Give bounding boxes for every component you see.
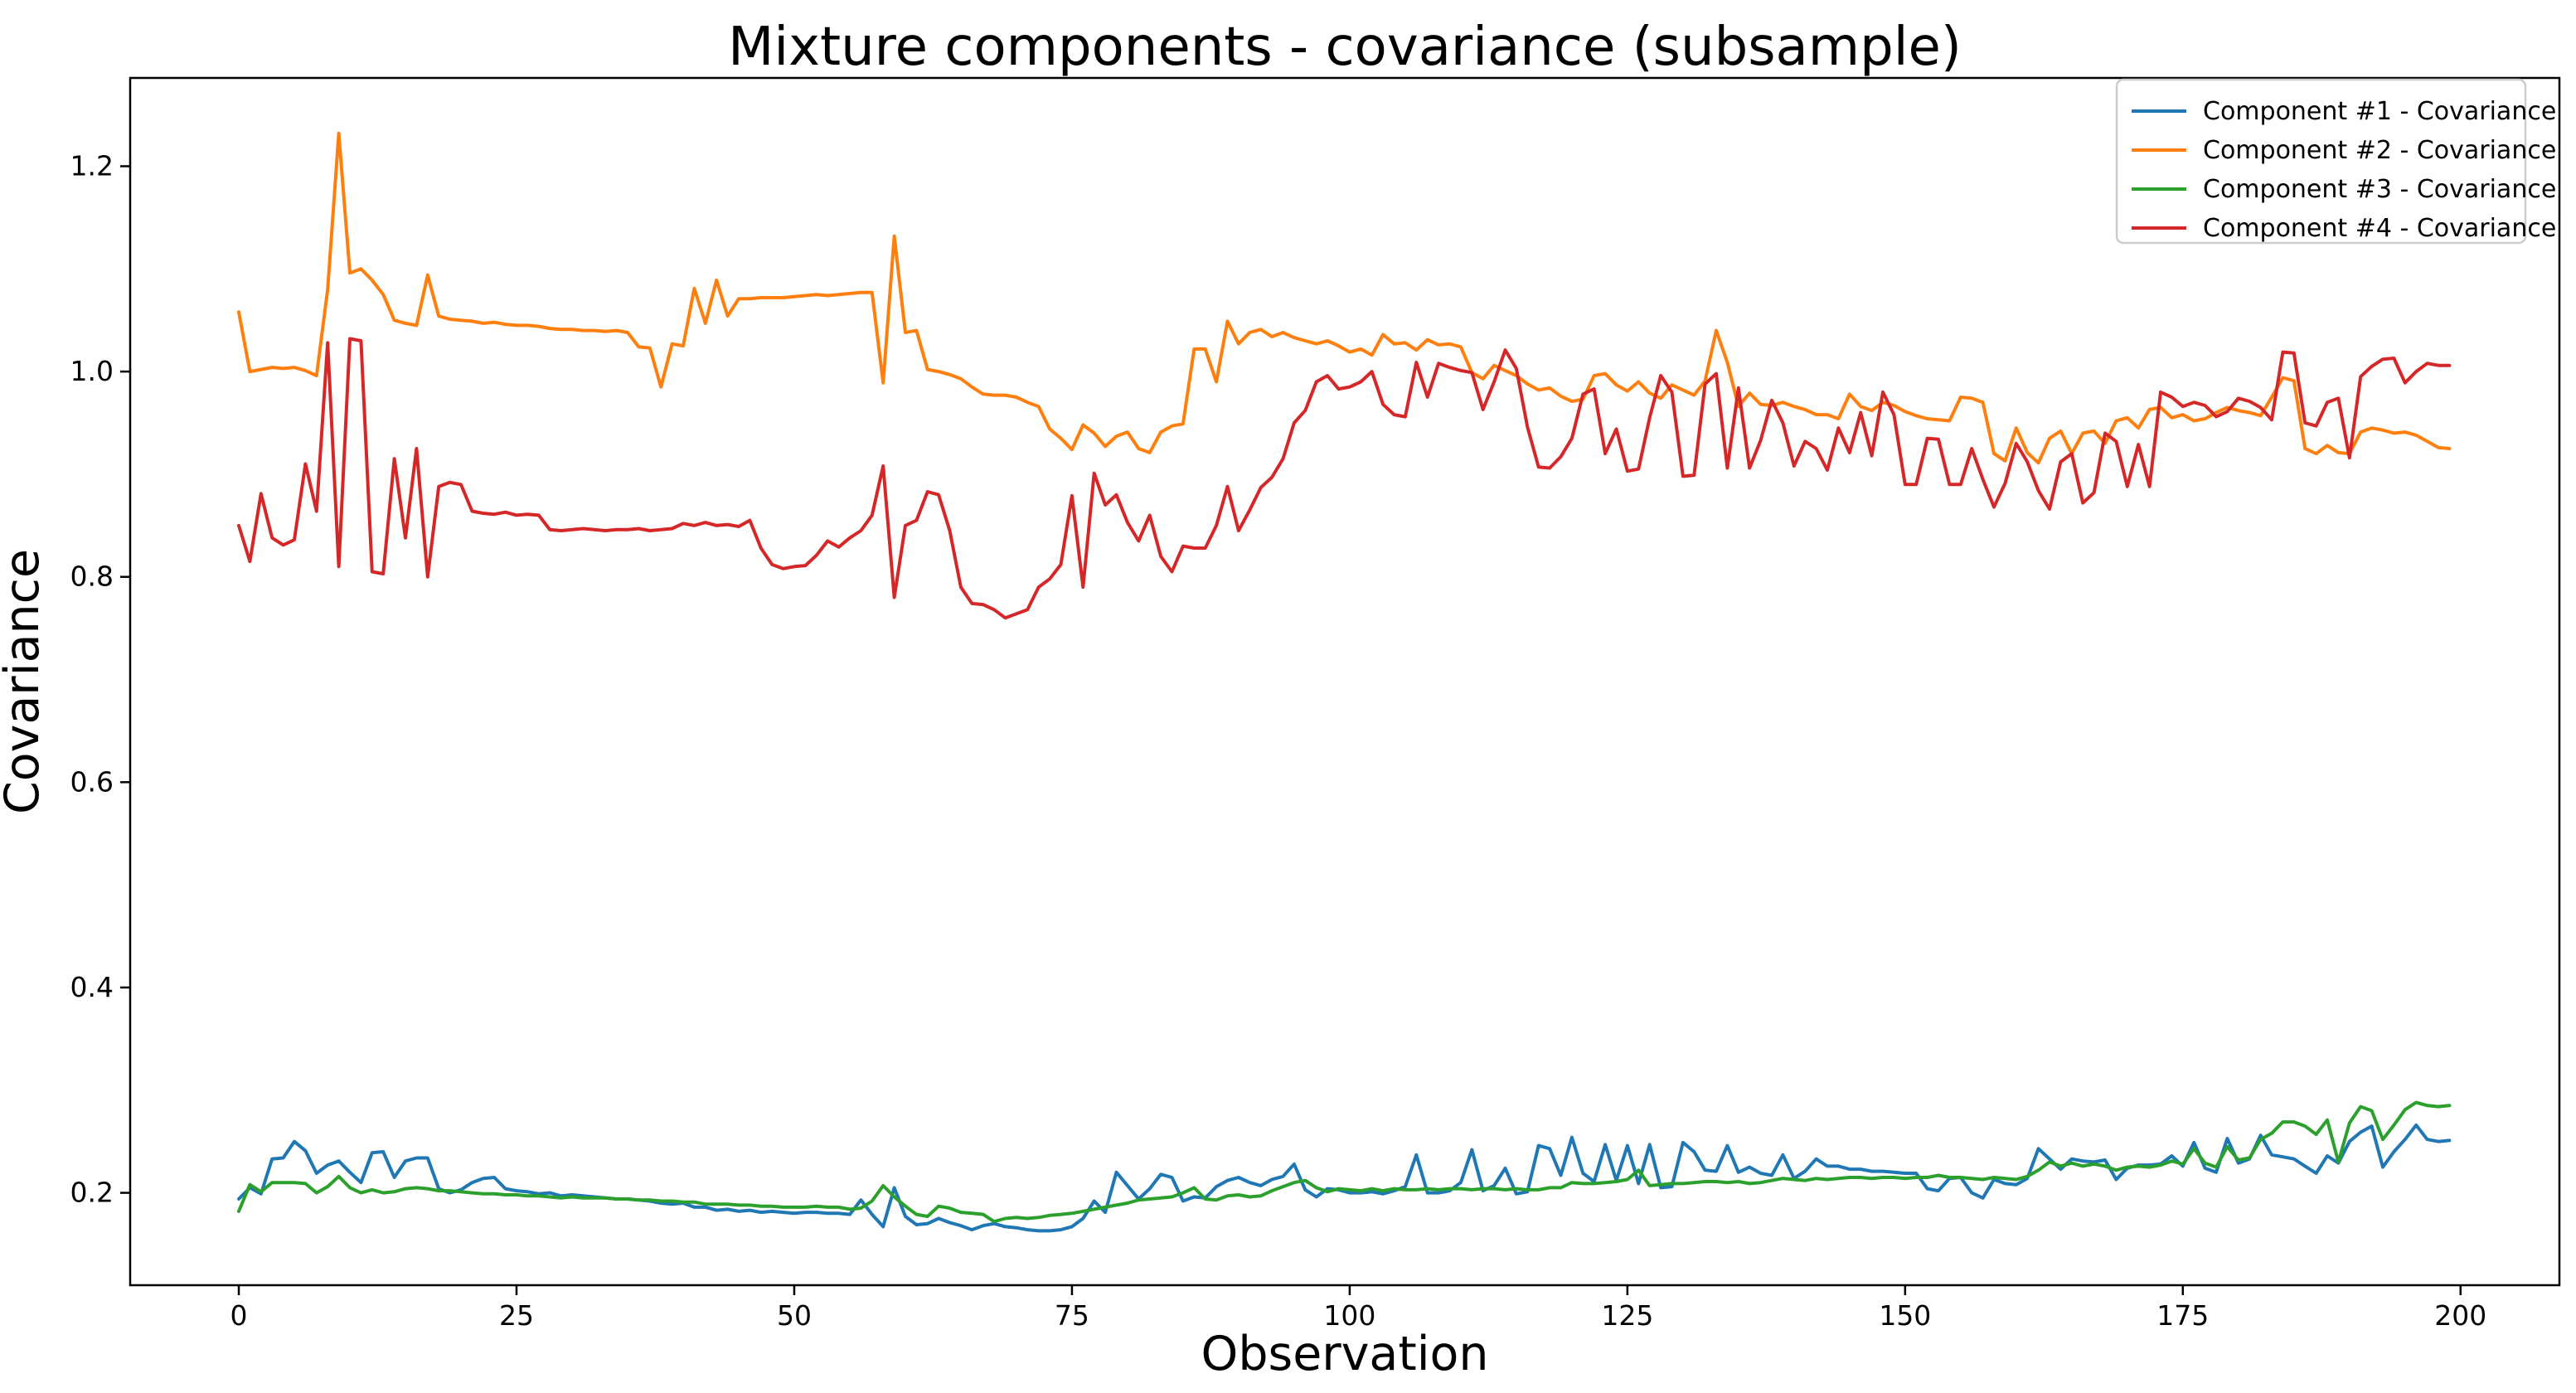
- y-tick-label: 1.0: [70, 355, 114, 387]
- legend-label-component-2: Component #2 - Covariance: [2203, 136, 2556, 165]
- legend-label-component-3: Component #3 - Covariance: [2203, 175, 2556, 204]
- y-tick-label: 0.4: [70, 971, 114, 1003]
- series-line-component-2: [237, 131, 2452, 465]
- y-tick-label: 0.8: [70, 561, 114, 593]
- y-axis-label: Covariance: [0, 549, 50, 814]
- x-tick-label: 175: [2156, 1299, 2209, 1332]
- y-tick-label: 1.2: [70, 149, 114, 182]
- plot-area: [130, 78, 2559, 1285]
- x-tick-label: 125: [1601, 1299, 1653, 1332]
- x-tick-label: 150: [1879, 1299, 1931, 1332]
- series-line-component-3: [237, 1100, 2452, 1224]
- x-axis-label: Observation: [1201, 1327, 1488, 1381]
- y-tick-label: 0.2: [70, 1177, 114, 1209]
- legend-label-component-1: Component #1 - Covariance: [2203, 97, 2556, 126]
- y-tick-label: 0.6: [70, 765, 114, 798]
- axes-spines: [129, 76, 2561, 1287]
- legend-label-component-4: Component #4 - Covariance: [2203, 214, 2556, 243]
- x-tick-label: 75: [1055, 1299, 1089, 1332]
- x-tick-label: 50: [777, 1299, 812, 1332]
- x-tick-label: 100: [1323, 1299, 1375, 1332]
- x-tick-label: 200: [2434, 1299, 2486, 1332]
- chart-title: Mixture components - covariance (subsamp…: [728, 17, 1962, 78]
- series-line-component-4: [237, 337, 2452, 620]
- legend-box: [2115, 78, 2527, 245]
- x-tick-label: 25: [499, 1299, 534, 1332]
- x-tick-label: 0: [230, 1299, 248, 1332]
